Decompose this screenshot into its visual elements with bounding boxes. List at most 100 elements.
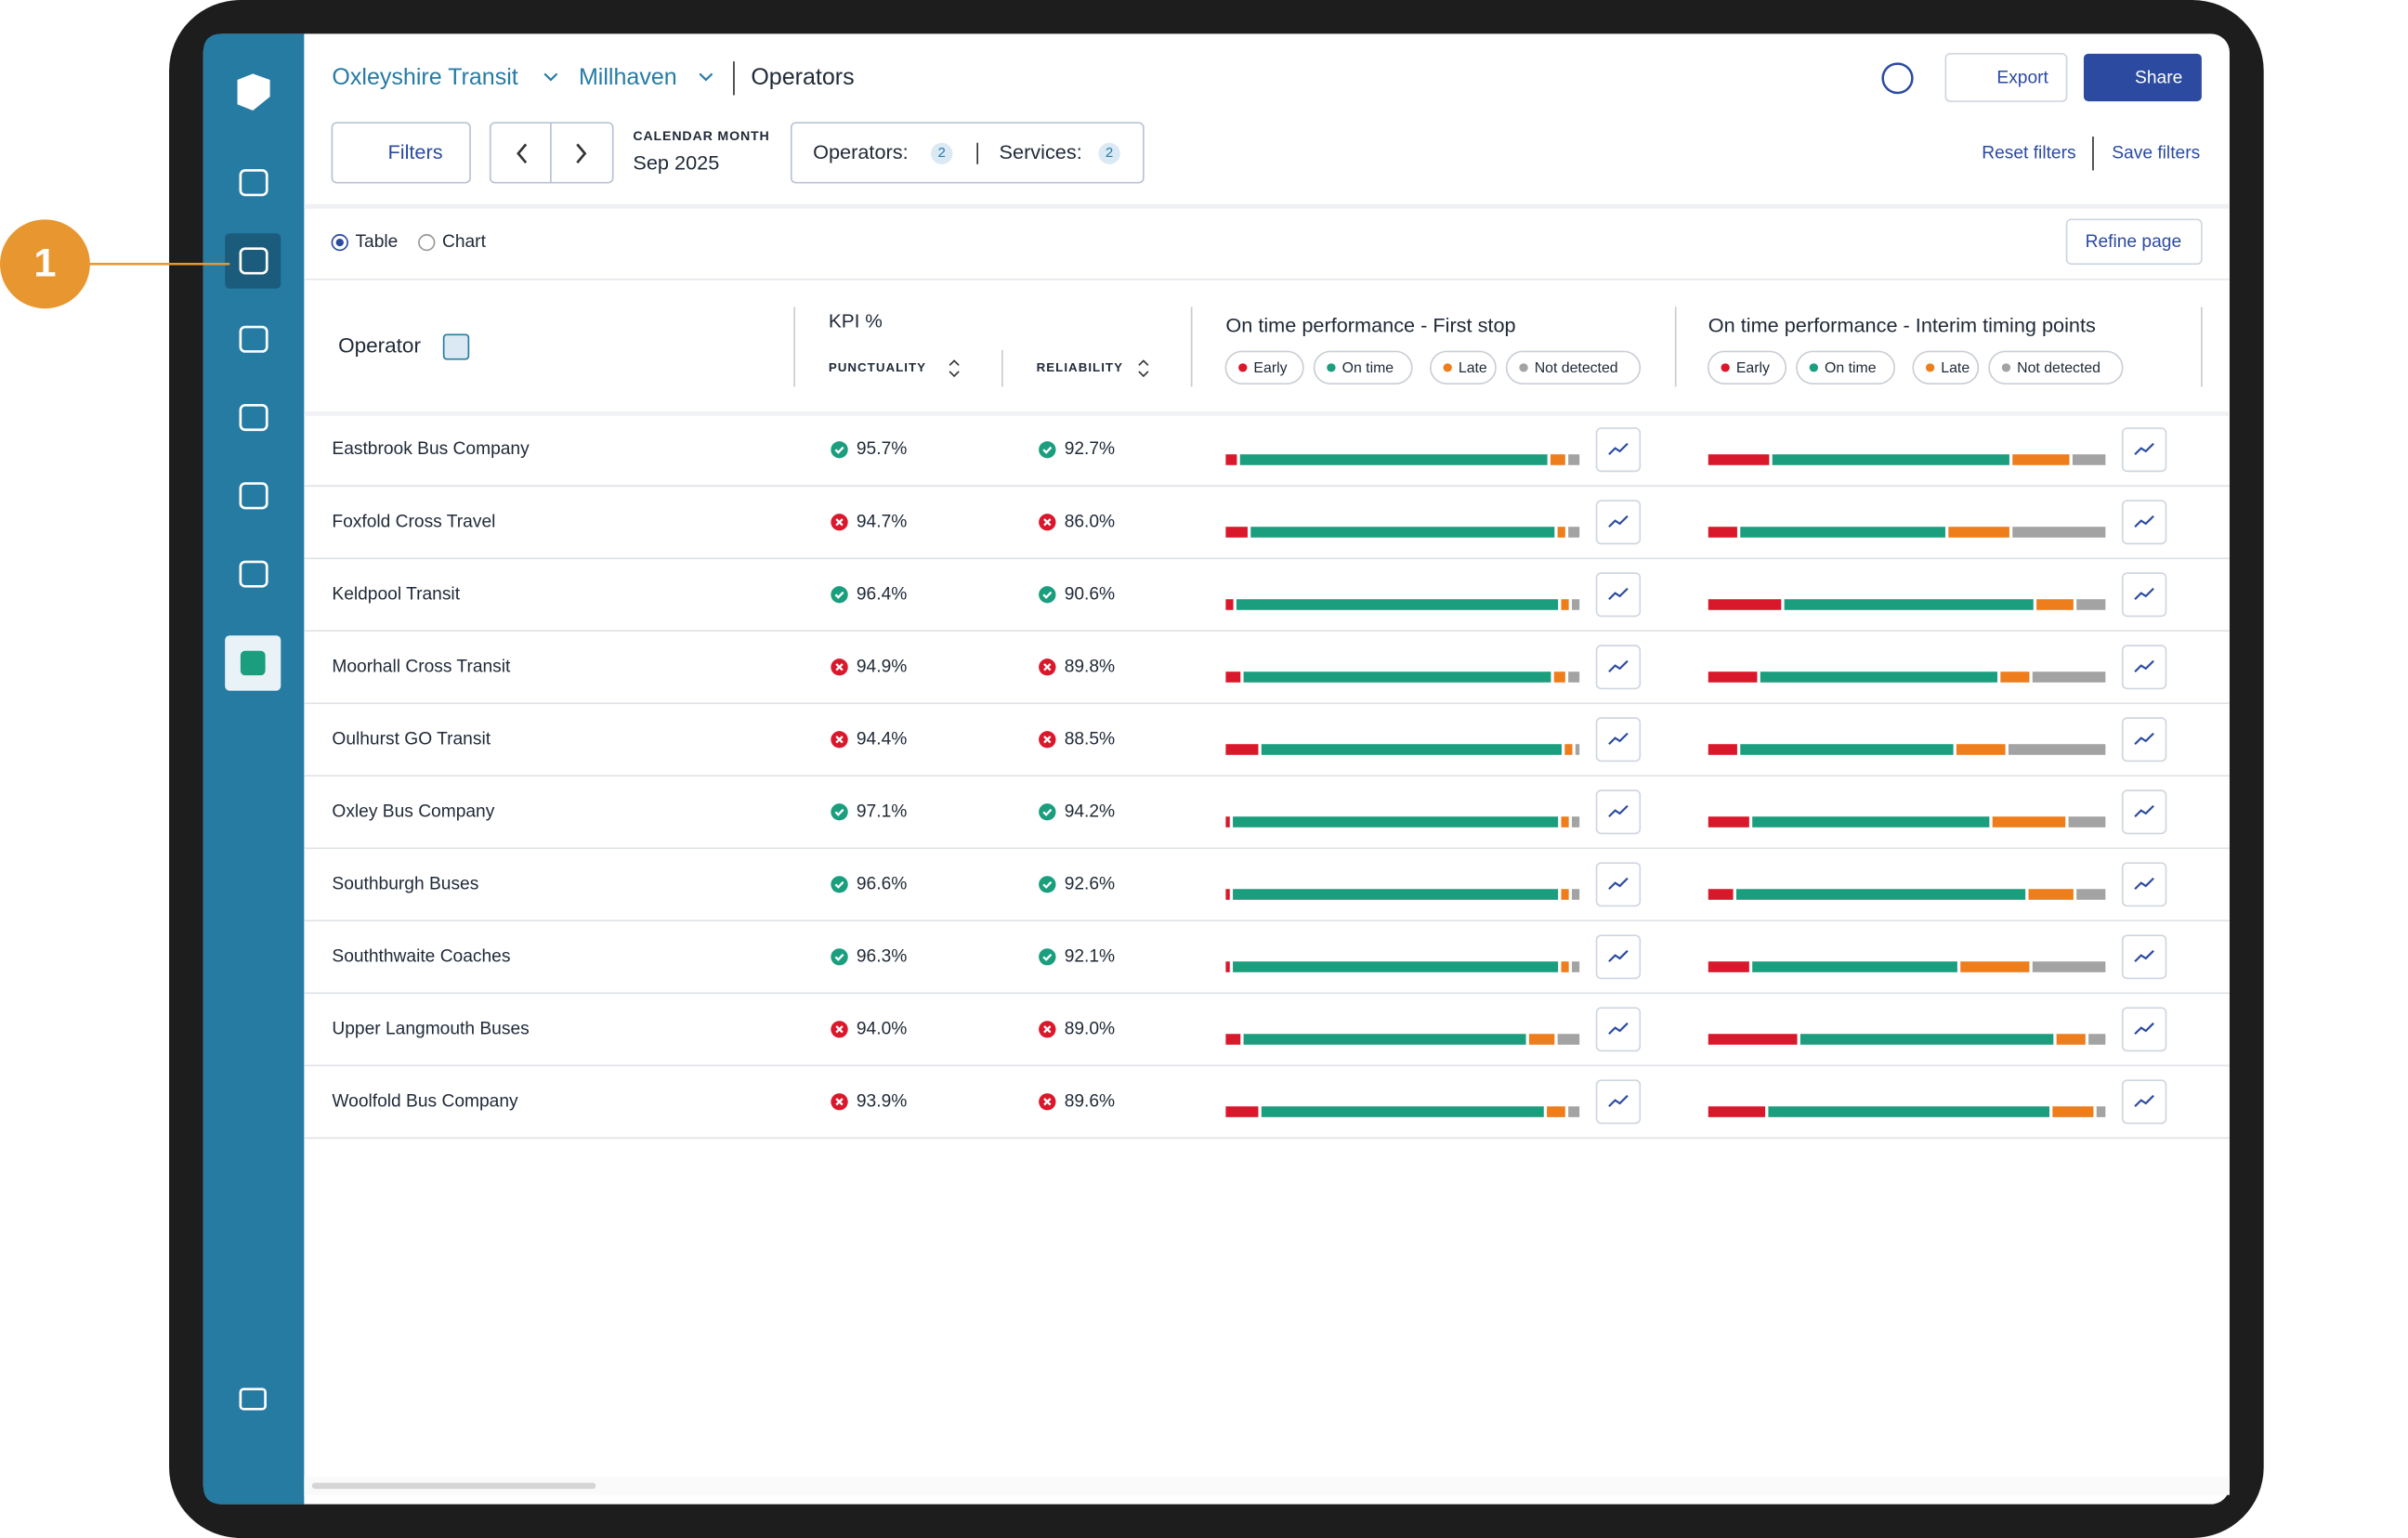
bar-segment bbox=[2036, 599, 2074, 610]
bar-segment bbox=[1708, 744, 1737, 755]
col-punctuality[interactable]: PUNCTUALITY bbox=[829, 360, 926, 374]
sort-button[interactable] bbox=[444, 334, 469, 358]
pass-icon bbox=[1039, 948, 1055, 965]
reset-filters[interactable]: Reset filters bbox=[1982, 143, 2075, 163]
bar-segment bbox=[1956, 744, 2006, 755]
bar-segment bbox=[1960, 961, 2029, 972]
reliability-value: 92.7% bbox=[1065, 439, 1115, 459]
bar-segment bbox=[1561, 816, 1568, 828]
bar-segment bbox=[1572, 816, 1579, 828]
services-count: 2 bbox=[1106, 145, 1113, 161]
period-label: CALENDAR MONTH bbox=[633, 128, 769, 143]
view-table[interactable]: Table bbox=[355, 232, 398, 252]
col-reliability[interactable]: RELIABILITY bbox=[1037, 360, 1123, 374]
operator-name: Souththwaite Coaches bbox=[332, 946, 510, 966]
reliability-value: 88.5% bbox=[1065, 729, 1115, 749]
breadcrumb-org[interactable]: Oxleyshire Transit bbox=[332, 64, 517, 90]
pass-icon bbox=[831, 876, 847, 893]
bar-segment bbox=[1561, 889, 1568, 900]
radio-chart[interactable] bbox=[419, 235, 435, 251]
bar-segment bbox=[1233, 816, 1558, 828]
bar-segment bbox=[1225, 599, 1233, 610]
operator-name: Oxley Bus Company bbox=[332, 802, 494, 821]
pass-icon bbox=[1039, 586, 1055, 603]
bar-segment bbox=[1225, 961, 1229, 972]
bar-segment bbox=[2052, 1106, 2093, 1117]
bar-segment bbox=[1225, 1106, 1258, 1117]
services-filter-label: Services: bbox=[1000, 140, 1082, 163]
bar-segment bbox=[1233, 889, 1558, 900]
col-first-stop: On time performance - First stop bbox=[1225, 314, 1515, 337]
bar-segment bbox=[1564, 744, 1572, 755]
header-shadow bbox=[304, 204, 2230, 209]
bar-segment bbox=[1225, 454, 1237, 465]
legend-label: Not detected bbox=[1535, 360, 1618, 376]
bar-segment bbox=[1708, 527, 1737, 538]
bar-segment bbox=[1752, 816, 1989, 828]
col-kpi: KPI % bbox=[829, 311, 883, 332]
operators-count: 2 bbox=[938, 145, 946, 161]
punctuality-value: 96.6% bbox=[857, 874, 907, 893]
scrollbar-thumb[interactable] bbox=[312, 1483, 596, 1490]
bar-segment bbox=[2009, 744, 2105, 755]
breadcrumb-page: Operators bbox=[751, 64, 854, 90]
export-label[interactable]: Export bbox=[1996, 68, 2048, 87]
bar-segment bbox=[1576, 744, 1579, 755]
bar-segment bbox=[2012, 527, 2105, 538]
reliability-value: 86.0% bbox=[1065, 512, 1115, 531]
bar-segment bbox=[1225, 671, 1240, 683]
col-operator[interactable]: Operator bbox=[338, 334, 421, 358]
bar-segment bbox=[1240, 454, 1548, 465]
legend-dot bbox=[1926, 363, 1934, 371]
bar-segment bbox=[2097, 1106, 2106, 1117]
bar-segment bbox=[1993, 816, 2066, 828]
bar-segment bbox=[2033, 961, 2106, 972]
bar-segment bbox=[1572, 961, 1579, 972]
bar-segment bbox=[1225, 816, 1229, 828]
bar-segment bbox=[1568, 671, 1579, 683]
bar-segment bbox=[1708, 454, 1770, 465]
punctuality-value: 96.3% bbox=[857, 946, 907, 966]
bar-segment bbox=[1708, 961, 1749, 972]
bar-segment bbox=[2028, 889, 2073, 900]
bar-segment bbox=[2076, 889, 2105, 900]
pass-icon bbox=[1039, 876, 1055, 893]
bar-segment bbox=[1736, 889, 2025, 900]
legend-dot bbox=[1444, 363, 1452, 371]
bar-segment bbox=[1561, 599, 1568, 610]
radio-dot bbox=[336, 239, 344, 246]
bar-segment bbox=[1740, 744, 1953, 755]
bar-segment bbox=[1558, 527, 1565, 538]
legend-label: On time bbox=[1825, 360, 1877, 376]
reliability-value: 92.6% bbox=[1065, 874, 1115, 893]
period-nav[interactable] bbox=[491, 123, 613, 182]
save-filters[interactable]: Save filters bbox=[2112, 143, 2200, 163]
pass-icon bbox=[1039, 803, 1055, 820]
operator-name: Upper Langmouth Buses bbox=[332, 1019, 529, 1038]
legend-dot bbox=[1721, 363, 1729, 371]
punctuality-value: 97.1% bbox=[857, 802, 907, 821]
breadcrumb-area[interactable]: Millhaven bbox=[579, 64, 677, 90]
legend-dot bbox=[1327, 363, 1335, 371]
pass-icon bbox=[831, 441, 847, 458]
bar-segment bbox=[1262, 744, 1562, 755]
view-chart[interactable]: Chart bbox=[442, 232, 487, 252]
bar-segment bbox=[1800, 1034, 2053, 1045]
bar-segment bbox=[1768, 1106, 2049, 1117]
refine-label[interactable]: Refine page bbox=[2086, 232, 2182, 252]
bar-segment bbox=[1572, 889, 1579, 900]
share-label[interactable]: Share bbox=[2135, 68, 2182, 87]
header-shadow bbox=[304, 411, 2230, 416]
bar-segment bbox=[2000, 671, 2029, 683]
nav-brand-inner bbox=[241, 651, 266, 675]
legend-label: Early bbox=[1736, 360, 1770, 376]
punctuality-value: 94.9% bbox=[857, 657, 907, 676]
operator-name: Foxfold Cross Travel bbox=[332, 512, 495, 531]
nav-active[interactable] bbox=[225, 233, 281, 288]
operator-name: Moorhall Cross Transit bbox=[332, 657, 511, 676]
legend-label: On time bbox=[1342, 360, 1394, 376]
filters-label[interactable]: Filters bbox=[388, 140, 443, 163]
legend-dot bbox=[1810, 363, 1818, 371]
bar-segment bbox=[1225, 744, 1258, 755]
bar-segment bbox=[1244, 671, 1551, 683]
